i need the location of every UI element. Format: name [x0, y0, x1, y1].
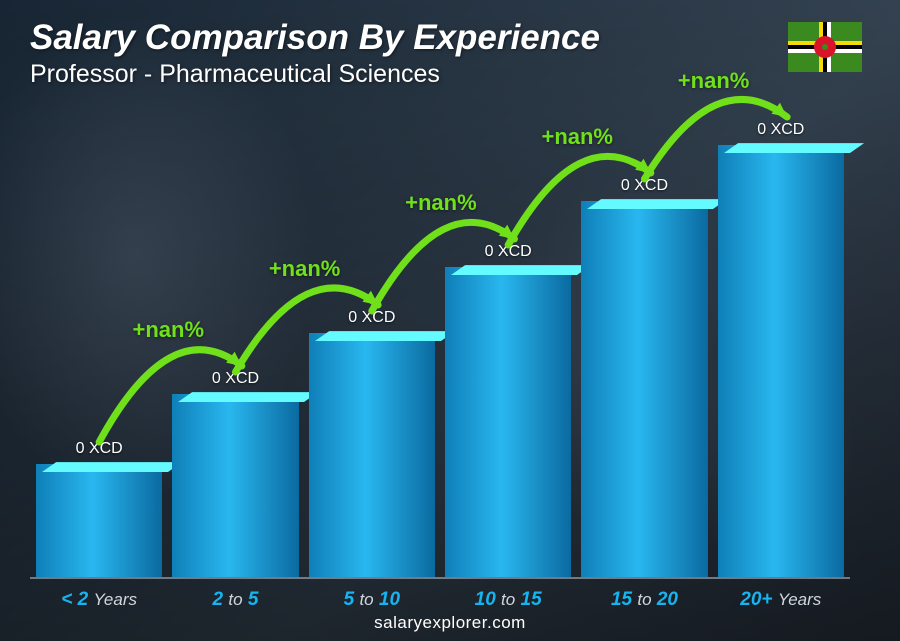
bar-value-label: 0 XCD — [76, 440, 123, 458]
chart-area: 0 XCD< 2 Years0 XCD2 to 50 XCD5 to 100 X… — [30, 107, 850, 577]
delta-label: +nan% — [132, 317, 204, 343]
bar — [172, 394, 298, 577]
bar-front-face — [36, 464, 162, 577]
bar-front-face — [309, 333, 435, 577]
bar-slot: 0 XCD5 to 10 — [309, 309, 435, 577]
bar-value-label: 0 XCD — [757, 121, 804, 139]
footer-watermark: salaryexplorer.com — [0, 613, 900, 633]
delta-label: +nan% — [541, 124, 613, 150]
bar-slot: 0 XCD20+ Years — [718, 121, 844, 577]
delta-label: +nan% — [269, 256, 341, 282]
bar-top-face — [587, 199, 727, 209]
title-block: Salary Comparison By Experience Professo… — [30, 18, 600, 89]
bar — [718, 145, 844, 577]
country-flag-dominica — [788, 22, 862, 72]
delta-label: +nan% — [678, 68, 750, 94]
bar-front-face — [172, 394, 298, 577]
bar — [581, 201, 707, 577]
bar-top-face — [178, 392, 318, 402]
bar-top-face — [724, 143, 864, 153]
bar-value-label: 0 XCD — [621, 177, 668, 195]
chart-title: Salary Comparison By Experience — [30, 18, 600, 58]
bar-slot: 0 XCD< 2 Years — [36, 440, 162, 577]
bar-top-face — [315, 331, 455, 341]
bar — [36, 464, 162, 577]
bar — [445, 267, 571, 577]
bar — [309, 333, 435, 577]
bar-value-label: 0 XCD — [348, 309, 395, 327]
delta-label: +nan% — [405, 190, 477, 216]
bar-front-face — [718, 145, 844, 577]
bar-value-label: 0 XCD — [485, 243, 532, 261]
bar-top-face — [451, 265, 591, 275]
bar-category-label: 20+ Years — [692, 589, 869, 611]
bar-slot: 0 XCD15 to 20 — [581, 177, 707, 577]
bar-slot: 0 XCD2 to 5 — [172, 370, 298, 577]
chart-subtitle: Professor - Pharmaceutical Sciences — [30, 60, 600, 89]
bar-front-face — [445, 267, 571, 577]
bar-top-face — [42, 462, 182, 472]
bar-slot: 0 XCD10 to 15 — [445, 243, 571, 577]
bar-value-label: 0 XCD — [212, 370, 259, 388]
chart-baseline — [30, 577, 850, 579]
bar-front-face — [581, 201, 707, 577]
